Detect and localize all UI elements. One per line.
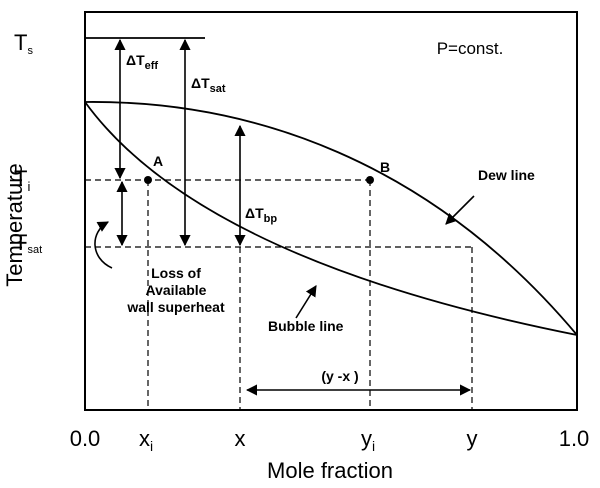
delta-label: ΔTeff [126, 52, 158, 72]
curve-label: Bubble line [268, 318, 344, 334]
delta-label: ΔTsat [191, 75, 226, 95]
dew-curve [84, 101, 578, 336]
y-axis-label: Temperature [2, 163, 27, 287]
point-b [366, 176, 374, 184]
point-label: A [153, 153, 163, 169]
x-tick-label: yi [361, 426, 375, 454]
x-tick-label: xi [139, 426, 153, 454]
point-label: B [380, 159, 390, 175]
x-tick-label: x [235, 426, 246, 451]
loss-note: wall superheat [126, 299, 225, 315]
guide-lines [85, 179, 473, 410]
x-axis-label: Mole fraction [267, 458, 393, 483]
delta-label: ΔTbp [245, 205, 277, 225]
loss-note: Loss of [151, 265, 201, 281]
point-a [144, 176, 152, 184]
annotation: P=const. [437, 39, 504, 58]
x-tick-label: 0.0 [70, 426, 101, 451]
x-tick-label: 1.0 [559, 426, 590, 451]
temp-label: Ti [14, 166, 30, 194]
temp-label: Tsat [14, 230, 42, 256]
span-label: (y -x ) [321, 368, 358, 384]
arrows [94, 38, 475, 396]
x-tick-label: y [467, 426, 478, 451]
plot-frame [84, 11, 578, 411]
temp-label: Ts [14, 30, 33, 57]
loss-note: Available [146, 282, 207, 298]
curve-label: Dew line [478, 167, 535, 183]
